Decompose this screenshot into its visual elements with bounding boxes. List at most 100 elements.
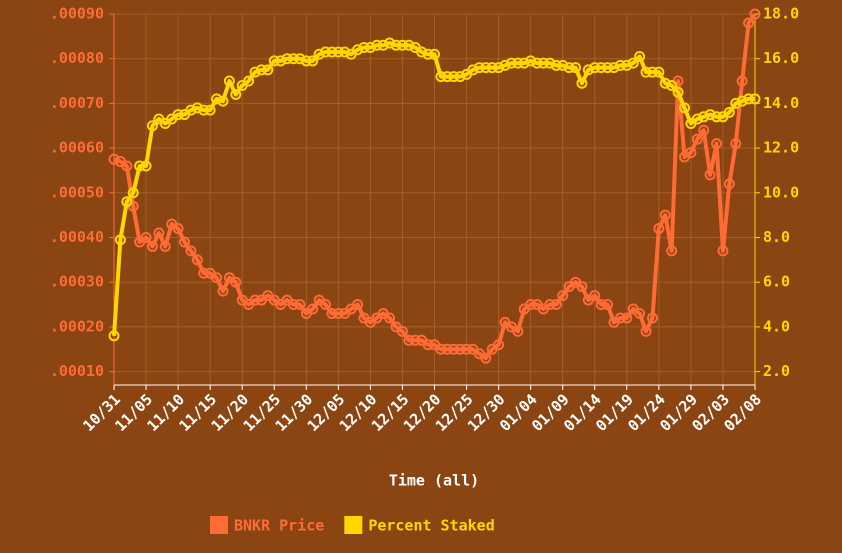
- point: [730, 97, 742, 109]
- point: [223, 75, 235, 87]
- point: [634, 50, 646, 62]
- point: [640, 325, 652, 337]
- y2-tick-label: 12.0: [763, 139, 799, 157]
- point: [736, 95, 748, 107]
- point: [364, 42, 376, 54]
- point: [198, 104, 210, 116]
- point: [653, 66, 665, 78]
- point: [544, 299, 556, 311]
- point: [352, 299, 364, 311]
- point: [678, 102, 690, 114]
- point: [595, 299, 607, 311]
- y2-tick-label: 2.0: [763, 362, 790, 380]
- point: [698, 124, 710, 136]
- point: [646, 66, 658, 78]
- point: [313, 48, 325, 60]
- point: [134, 160, 146, 172]
- point: [704, 109, 716, 121]
- point: [550, 59, 562, 71]
- point: [275, 55, 287, 67]
- legend-label: BNKR Price: [234, 517, 324, 535]
- point: [416, 46, 428, 58]
- point: [230, 88, 242, 100]
- point: [179, 236, 191, 248]
- y-tick-label: .00030: [50, 273, 104, 291]
- point: [480, 62, 492, 74]
- point: [307, 55, 319, 67]
- y2-tick-label: 14.0: [763, 94, 799, 112]
- point: [589, 290, 601, 302]
- y-tick-label: .00010: [50, 362, 104, 380]
- point: [384, 312, 396, 324]
- point: [621, 312, 633, 324]
- point: [172, 109, 184, 121]
- point: [743, 17, 755, 29]
- point: [505, 57, 517, 69]
- point: [441, 71, 453, 83]
- point: [287, 53, 299, 65]
- point: [698, 111, 710, 123]
- point: [723, 178, 735, 190]
- point: [589, 62, 601, 74]
- point: [249, 294, 261, 306]
- legend-label: Percent Staked: [368, 517, 494, 535]
- point: [249, 66, 261, 78]
- point: [711, 138, 723, 150]
- point: [518, 57, 530, 69]
- point: [403, 334, 415, 346]
- point: [525, 299, 537, 311]
- point: [666, 245, 678, 257]
- point: [441, 343, 453, 355]
- point: [730, 138, 742, 150]
- point: [550, 299, 562, 311]
- y-tick-label: .00090: [50, 5, 104, 23]
- point: [467, 64, 479, 76]
- point: [525, 55, 537, 67]
- point: [159, 240, 171, 252]
- point: [294, 299, 306, 311]
- point: [634, 307, 646, 319]
- y-tick-label: .00070: [50, 94, 104, 112]
- point: [217, 95, 229, 107]
- point: [390, 39, 402, 51]
- point: [204, 104, 216, 116]
- point: [595, 62, 607, 74]
- point: [384, 37, 396, 49]
- point: [108, 153, 120, 165]
- point: [672, 86, 684, 98]
- point: [191, 102, 203, 114]
- point: [352, 44, 364, 56]
- point: [191, 254, 203, 266]
- point: [557, 290, 569, 302]
- point: [448, 71, 460, 83]
- point: [493, 62, 505, 74]
- y2-tick-label: 4.0: [763, 317, 790, 335]
- point: [627, 57, 639, 69]
- y-tick-label: .00020: [50, 317, 104, 335]
- y2-tick-label: 16.0: [763, 49, 799, 67]
- point: [557, 59, 569, 71]
- y2-tick-label: 6.0: [763, 273, 790, 291]
- point: [153, 227, 165, 239]
- point: [614, 59, 626, 71]
- point: [640, 66, 652, 78]
- point: [140, 160, 152, 172]
- x-axis-title: Time (all): [389, 472, 479, 490]
- point: [576, 281, 588, 293]
- point: [563, 62, 575, 74]
- point: [448, 343, 460, 355]
- point: [326, 46, 338, 58]
- point: [704, 169, 716, 181]
- point: [576, 77, 588, 89]
- point: [666, 80, 678, 92]
- y2-tick-label: 18.0: [763, 5, 799, 23]
- point: [749, 8, 761, 20]
- y-tick-label: .00060: [50, 139, 104, 157]
- point: [294, 53, 306, 65]
- point: [602, 299, 614, 311]
- point: [320, 299, 332, 311]
- point: [582, 64, 594, 76]
- point: [307, 303, 319, 315]
